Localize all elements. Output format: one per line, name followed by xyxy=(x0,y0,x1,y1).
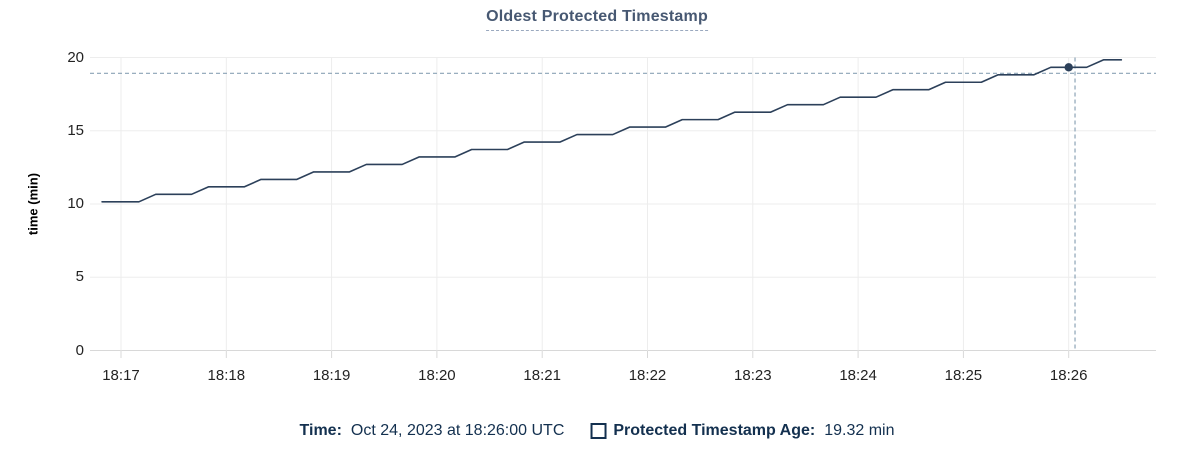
x-tick-label: 18:26 xyxy=(1049,367,1088,384)
x-tick-label: 18:18 xyxy=(207,367,246,384)
legend-swatch-icon xyxy=(590,423,607,439)
y-tick-label: 5 xyxy=(75,268,84,286)
y-tick-label: 20 xyxy=(67,48,84,66)
time-label: Time: xyxy=(299,422,342,439)
age-value: 19.32 min xyxy=(824,422,895,439)
x-tick-label: 18:21 xyxy=(523,367,561,384)
legend-item-protected-timestamp-age[interactable]: Protected Timestamp Age: 19.32 min xyxy=(590,420,894,442)
chart-footer: Time: Oct 24, 2023 at 18:26:00 UTC Prote… xyxy=(300,420,894,442)
x-tick-label: 18:19 xyxy=(312,367,351,384)
x-tick-label: 18:22 xyxy=(628,367,667,384)
chart-title[interactable]: Oldest Protected Timestamp xyxy=(486,8,708,31)
x-tick-label: 18:23 xyxy=(734,367,772,384)
y-tick-label: 10 xyxy=(67,195,84,212)
y-tick-label: 15 xyxy=(67,121,84,139)
x-tick-label: 18:25 xyxy=(944,367,983,384)
x-tick-label: 18:17 xyxy=(102,367,140,384)
x-tick-label: 18:20 xyxy=(418,367,456,384)
time-value: Oct 24, 2023 at 18:26:00 UTC xyxy=(350,422,565,439)
hover-time-readout: Time: Oct 24, 2023 at 18:26:00 UTC xyxy=(300,420,565,442)
y-tick-label: 0 xyxy=(75,341,84,359)
series-line-protected-timestamp-age xyxy=(101,59,1123,203)
x-tick-label: 18:24 xyxy=(839,367,877,384)
age-label: Protected Timestamp Age: xyxy=(613,422,816,439)
hover-point-dot xyxy=(1064,63,1073,72)
